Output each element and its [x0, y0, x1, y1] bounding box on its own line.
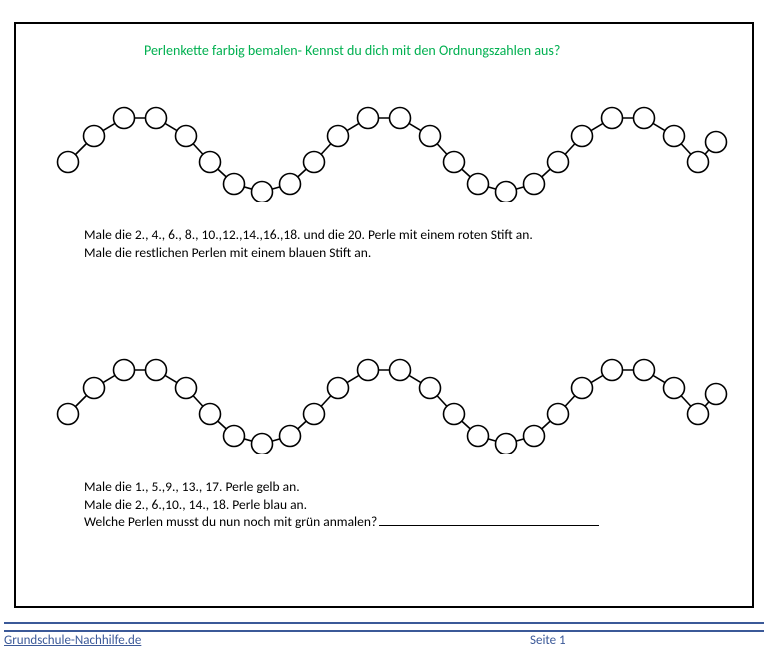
page-frame: Perlenkette farbig bemalen- Kennst du di… [14, 22, 754, 608]
bead [58, 404, 79, 425]
bead [224, 426, 245, 447]
bead [572, 378, 593, 399]
instruction-block-2: Male die 1., 5.,9., 13., 17. Perle gelb … [84, 478, 599, 531]
bead [390, 360, 411, 381]
instruction-2-line-3-text: Welche Perlen musst du nun noch mit grün… [84, 513, 377, 530]
bead [146, 108, 167, 129]
bead [304, 152, 325, 173]
footer-rule-bottom [4, 630, 764, 632]
bead [420, 378, 441, 399]
bead [548, 404, 569, 425]
bead [420, 126, 441, 147]
answer-blank [379, 525, 599, 526]
bead [664, 126, 685, 147]
bead [444, 152, 465, 173]
bead [572, 126, 593, 147]
bead [444, 404, 465, 425]
bead [634, 360, 655, 381]
bead [200, 152, 221, 173]
bead [58, 152, 79, 173]
bead [496, 434, 517, 455]
bead [252, 182, 273, 203]
bead [548, 152, 569, 173]
bead [358, 108, 379, 129]
footer-page-number: Seite 1 [530, 633, 566, 648]
bead-chain-2 [50, 334, 730, 454]
bead [664, 378, 685, 399]
bead [688, 404, 709, 425]
bead [468, 426, 489, 447]
bead [468, 174, 489, 195]
bead [706, 132, 727, 153]
bead [280, 426, 301, 447]
instruction-1-line-2: Male die restlichen Perlen mit einem bla… [84, 244, 533, 262]
bead [304, 404, 325, 425]
bead [496, 182, 517, 203]
footer-site-link[interactable]: Grundschule-Nachhilfe.de [4, 633, 141, 648]
bead [200, 404, 221, 425]
instruction-1-line-1: Male die 2., 4., 6., 8., 10.,12.,14.,16.… [84, 226, 533, 244]
bead [252, 434, 273, 455]
bead [358, 360, 379, 381]
footer-rule-top [4, 622, 764, 624]
bead [688, 152, 709, 173]
bead [706, 384, 727, 405]
bead [114, 108, 135, 129]
instruction-2-line-2: Male die 2., 6.,10., 14., 18. Perle blau… [84, 496, 599, 514]
bead [328, 126, 349, 147]
bead-chain-1 [50, 82, 730, 202]
bead [224, 174, 245, 195]
bead [84, 126, 105, 147]
bead [176, 378, 197, 399]
worksheet-title: Perlenkette farbig bemalen- Kennst du di… [144, 42, 560, 59]
bead [328, 378, 349, 399]
bead [602, 108, 623, 129]
bead [634, 108, 655, 129]
bead [524, 174, 545, 195]
bead [146, 360, 167, 381]
bead [176, 126, 197, 147]
instruction-2-line-1: Male die 1., 5.,9., 13., 17. Perle gelb … [84, 478, 599, 496]
bead [280, 174, 301, 195]
bead [84, 378, 105, 399]
bead [602, 360, 623, 381]
bead [524, 426, 545, 447]
instruction-2-line-3: Welche Perlen musst du nun noch mit grün… [84, 513, 599, 531]
bead [390, 108, 411, 129]
instruction-block-1: Male die 2., 4., 6., 8., 10.,12.,14.,16.… [84, 226, 533, 261]
bead [114, 360, 135, 381]
